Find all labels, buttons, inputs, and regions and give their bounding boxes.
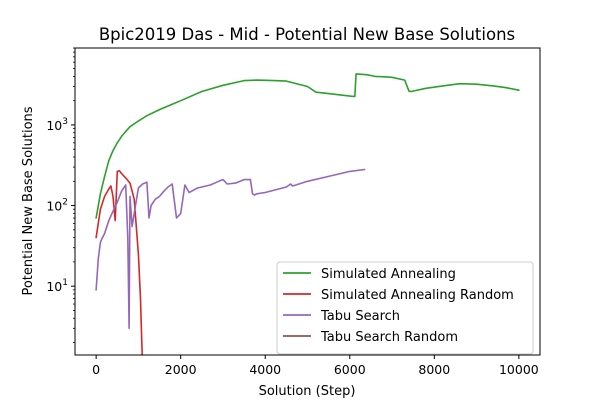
series-line-0 <box>95 73 520 219</box>
legend-label-3: Tabu Search Random <box>320 330 458 345</box>
series-line-2 <box>95 168 366 330</box>
legend-label-2: Tabu Search <box>320 309 400 324</box>
x-axis-label: Solution (Step) <box>259 384 356 399</box>
y-tick-label: 102 <box>46 198 68 214</box>
y-axis: 101 102 103 <box>46 47 75 343</box>
x-tick-label: 6000 <box>334 362 366 377</box>
y-tick-label: 103 <box>46 117 68 133</box>
x-tick-label: 0 <box>92 362 100 377</box>
x-tick-label: 10000 <box>499 362 539 377</box>
series-layer <box>95 73 520 355</box>
legend-label-1: Simulated Annealing Random <box>321 288 514 303</box>
x-axis: 0 2000 4000 6000 8000 10000 <box>92 355 539 377</box>
x-tick-label: 2000 <box>165 362 197 377</box>
legend-label-0: Simulated Annealing <box>321 267 456 282</box>
legend: Simulated Annealing Simulated Annealing R… <box>276 261 534 355</box>
plot-frame <box>74 47 541 356</box>
x-tick-label: 8000 <box>418 362 450 377</box>
y-axis-label: Potential New Base Solutions <box>21 106 36 295</box>
legend-box <box>276 261 534 355</box>
x-tick-label: 4000 <box>249 362 281 377</box>
series-line-1 <box>95 170 144 355</box>
chart-title: Bpic2019 Das - Mid - Potential New Base … <box>99 25 515 44</box>
y-tick-label: 101 <box>46 278 68 294</box>
